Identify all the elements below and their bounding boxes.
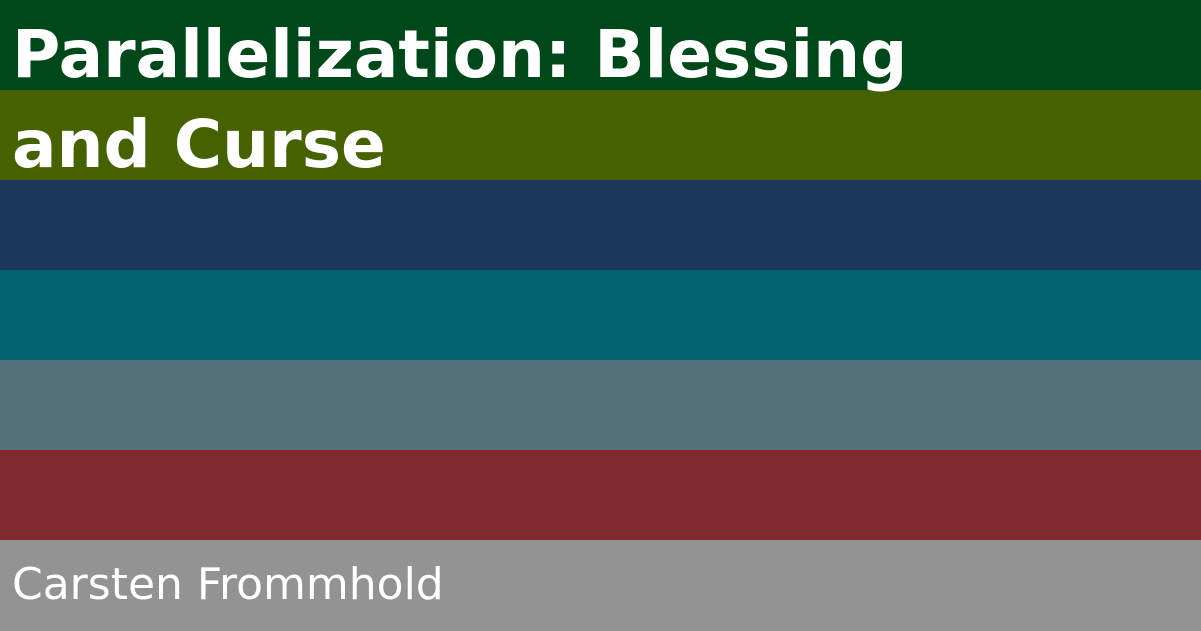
- color-band-navy: [0, 180, 1201, 270]
- color-band-olive: [0, 90, 1201, 180]
- color-band-gray: [0, 540, 1201, 631]
- color-band-teal: [0, 270, 1201, 360]
- color-band-slate: [0, 360, 1201, 450]
- title-line-1: Parallelization: Blessing: [12, 16, 908, 93]
- page-title: Parallelization: Blessing and Curse: [12, 18, 1162, 198]
- color-band-dark-green: [0, 0, 1201, 90]
- author-name: Carsten Frommhold: [12, 559, 444, 610]
- title-line-2: and Curse: [12, 106, 386, 183]
- color-band-maroon: [0, 450, 1201, 540]
